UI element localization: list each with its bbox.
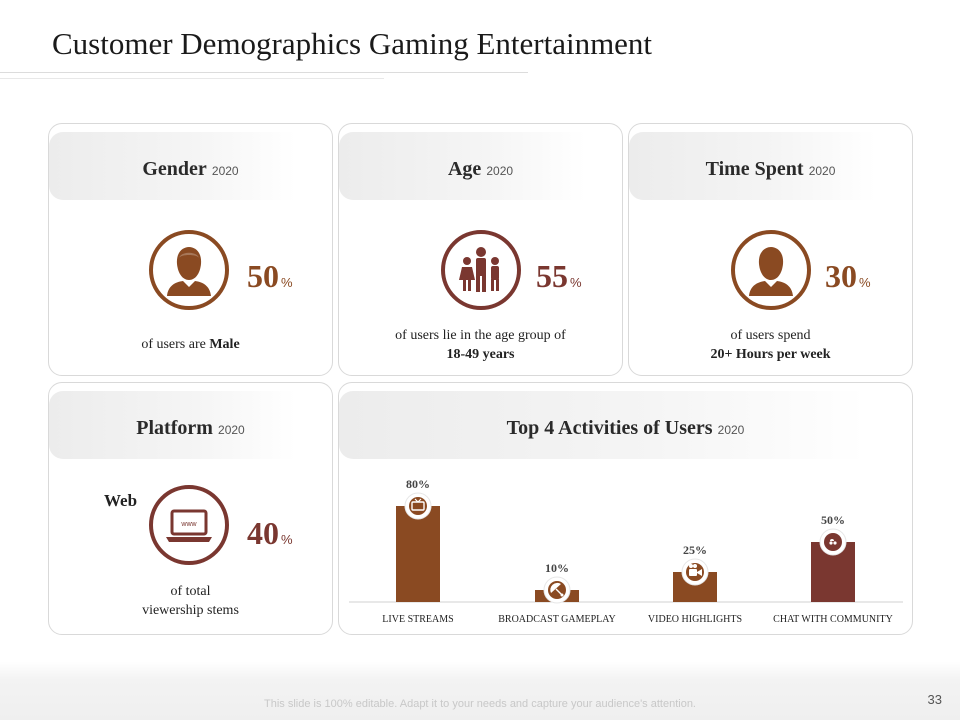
time-spent-card-header — [629, 132, 876, 200]
footer-note: This slide is 100% editable. Adapt it to… — [264, 698, 696, 710]
video-camera-icon — [681, 558, 709, 586]
gender-heading: Gender 2020 — [49, 158, 332, 181]
bar-value-label: 50% — [821, 513, 845, 527]
activities-card-header — [339, 391, 866, 459]
age-label: Age — [447, 158, 482, 180]
age-value: 55 — [536, 258, 568, 294]
platform-web-label: Web — [104, 491, 138, 510]
age-description: of users lie in the age group of 18-49 y… — [339, 326, 622, 364]
platform-year: 2020 — [218, 423, 245, 437]
gender-desc-text: of users are — [141, 337, 210, 352]
gender-percentage: 50% — [247, 258, 293, 295]
time-spent-card: Time Spent 2020 30% of users spend 20+ H… — [628, 123, 913, 376]
male-user-icon — [731, 230, 811, 310]
platform-percentage: 40% — [247, 515, 293, 552]
chat-bubble-icon — [819, 528, 847, 556]
gender-year: 2020 — [211, 164, 239, 178]
age-percentage: 55% — [536, 258, 582, 295]
page-number: 33 — [927, 692, 942, 707]
activities-heading: Top 4 Activities of Users 2020 — [339, 417, 912, 440]
platform-desc-line1: of total — [170, 584, 211, 599]
web-laptop-icon: www — [149, 485, 229, 565]
age-year: 2020 — [486, 164, 514, 178]
platform-desc-line2: viewership stems — [142, 603, 239, 618]
family-icon — [441, 230, 521, 310]
time-spent-heading: Time Spent 2020 — [629, 158, 912, 181]
gender-description: of users are Male — [49, 335, 332, 354]
male-user-icon — [149, 230, 229, 310]
time-spent-desc-line: of users spend — [730, 328, 811, 343]
gender-card: Gender 2020 50% of users are Male — [48, 123, 333, 376]
activities-card: Top 4 Activities of Users 2020 80% LIVE S… — [338, 382, 913, 635]
bar-value-label: 80% — [406, 477, 430, 491]
title-divider-secondary — [0, 78, 384, 79]
time-spent-description: of users spend 20+ Hours per week — [629, 326, 912, 364]
gender-desc-bold: Male — [209, 337, 240, 352]
platform-value: 40 — [247, 515, 279, 551]
footer-band — [0, 662, 960, 720]
platform-card: Platform 2020 Web www 40% of total viewe… — [48, 382, 333, 635]
svg-text:www: www — [180, 521, 197, 528]
time-spent-year: 2020 — [808, 164, 836, 178]
age-unit: % — [570, 275, 582, 290]
platform-heading: Platform 2020 — [49, 417, 332, 440]
gender-value: 50 — [247, 258, 279, 294]
gender-unit: % — [281, 275, 293, 290]
platform-unit: % — [281, 532, 293, 547]
slide-title: Customer Demographics Gaming Entertainme… — [52, 26, 653, 61]
time-spent-desc-bold: 20+ Hours per week — [710, 347, 831, 362]
category-label: BROADCAST GAMEPLAY — [498, 614, 616, 625]
activities-year: 2020 — [717, 423, 745, 437]
satellite-dish-icon — [543, 576, 571, 604]
platform-card-header — [49, 391, 296, 459]
time-spent-percentage: 30% — [825, 258, 871, 295]
gender-label: Gender — [142, 158, 207, 180]
age-card: Age 2020 55% of users lie in the age gro… — [338, 123, 623, 376]
time-spent-unit: % — [859, 275, 871, 290]
gender-card-header — [49, 132, 296, 200]
category-label: VIDEO HIGHLIGHTS — [648, 614, 742, 625]
age-heading: Age 2020 — [339, 158, 622, 181]
bar-value-label: 25% — [683, 543, 707, 557]
tv-icon — [404, 492, 432, 520]
activities-label: Top 4 Activities of Users — [506, 417, 713, 439]
bar-value-label: 10% — [545, 561, 569, 575]
age-desc-line: of users lie in the age group of — [395, 328, 566, 343]
title-divider — [0, 72, 528, 73]
bar-live-streams — [396, 506, 440, 602]
age-desc-bold: 18-49 years — [446, 347, 515, 362]
age-card-header — [339, 132, 586, 200]
activities-bar-chart: 80% LIVE STREAMS 10% BROADCAST GAMEPLAY 25% V… — [349, 477, 903, 625]
category-label: CHAT WITH COMMUNITY — [773, 614, 893, 625]
time-spent-value: 30 — [825, 258, 857, 294]
platform-label: Platform — [136, 417, 213, 439]
category-label: LIVE STREAMS — [382, 614, 453, 625]
time-spent-label: Time Spent — [705, 158, 804, 180]
platform-description: of total viewership stems — [49, 582, 332, 620]
